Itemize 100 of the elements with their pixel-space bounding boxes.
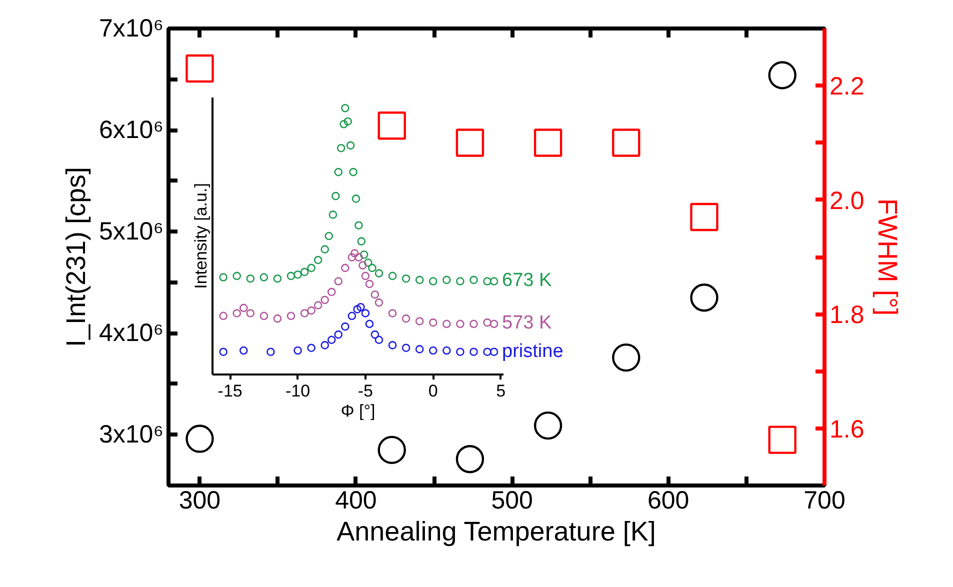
point	[340, 104, 350, 112]
point	[378, 436, 406, 464]
x-tick-label: 0	[428, 382, 438, 400]
y2-axis-title: FWHM [°]	[872, 198, 902, 316]
point	[340, 120, 348, 128]
point	[334, 330, 343, 339]
point	[352, 194, 360, 203]
point	[415, 317, 424, 326]
point	[470, 276, 478, 284]
point	[260, 273, 268, 282]
point	[336, 144, 346, 152]
point	[232, 272, 242, 280]
point	[294, 270, 302, 279]
point	[314, 301, 322, 310]
point	[768, 426, 796, 454]
y-tick-label: 4x10⁶	[99, 319, 164, 348]
y2-tick-label: 2.0	[830, 186, 864, 215]
point	[320, 245, 329, 254]
point	[374, 336, 384, 344]
series-label: 573 K	[502, 312, 552, 334]
y2-tick-label: 1.6	[830, 415, 864, 444]
point	[348, 253, 356, 262]
point	[370, 290, 380, 299]
point	[470, 320, 478, 328]
point	[612, 343, 640, 372]
point	[350, 249, 359, 258]
x-tick-label: -15	[218, 382, 242, 400]
point	[768, 61, 796, 90]
point	[402, 314, 410, 323]
point	[612, 128, 640, 157]
point	[327, 336, 336, 344]
point	[246, 309, 255, 318]
point	[456, 445, 484, 474]
point	[286, 312, 296, 320]
point	[334, 277, 343, 286]
point	[690, 202, 718, 232]
point	[294, 346, 302, 355]
point	[346, 141, 355, 150]
y-tick-label: 7x10⁶	[99, 14, 164, 42]
point	[307, 306, 316, 315]
point	[239, 304, 248, 312]
point	[327, 288, 336, 296]
point	[534, 128, 562, 157]
y-axis-title: Intensity [a.u.]	[192, 183, 210, 289]
point	[273, 314, 282, 323]
x-tick-label: 600	[647, 486, 690, 514]
point	[340, 322, 350, 331]
point	[456, 348, 464, 356]
point	[328, 210, 338, 219]
x-tick-label: -10	[285, 382, 310, 400]
point	[368, 264, 376, 272]
y2-tick-label: 2.2	[830, 72, 864, 101]
point	[300, 268, 309, 276]
point	[388, 272, 397, 280]
point	[428, 318, 438, 327]
point	[219, 312, 228, 320]
y2-tick-label: 1.8	[830, 301, 864, 330]
point	[314, 256, 322, 264]
point	[442, 276, 451, 284]
point	[365, 280, 374, 288]
point	[358, 261, 367, 270]
point	[307, 344, 316, 352]
point	[374, 298, 384, 307]
y-tick-label: 3x10⁶	[99, 420, 164, 449]
point	[239, 346, 248, 355]
point	[320, 341, 329, 350]
point	[402, 274, 410, 283]
point	[186, 54, 214, 83]
point	[357, 237, 366, 246]
point	[483, 348, 492, 356]
x-tick-label: 300	[178, 486, 221, 514]
x-axis-title: Φ [°]	[340, 402, 376, 420]
y-axis-title: I_Int(231) [cps]	[61, 166, 91, 348]
x-tick-label: -5	[358, 382, 374, 400]
x-tick-label: 700	[804, 486, 846, 514]
point	[340, 264, 350, 272]
point	[307, 264, 316, 272]
point	[490, 320, 498, 328]
point	[332, 192, 340, 200]
point	[354, 221, 363, 230]
point	[483, 318, 492, 327]
point	[364, 258, 372, 267]
x-tick-label: 500	[491, 486, 533, 514]
point	[456, 277, 464, 286]
point	[324, 232, 334, 240]
point	[428, 277, 438, 286]
point	[334, 168, 343, 176]
point	[415, 276, 424, 284]
point	[260, 312, 268, 320]
point	[442, 320, 451, 328]
point	[360, 250, 368, 259]
point	[428, 346, 438, 355]
point	[320, 296, 329, 304]
point	[348, 312, 356, 320]
point	[356, 302, 365, 312]
point	[370, 330, 380, 339]
y-tick-label: 6x10⁶	[99, 116, 164, 144]
point	[219, 348, 228, 356]
point	[490, 277, 498, 286]
point	[266, 348, 275, 356]
